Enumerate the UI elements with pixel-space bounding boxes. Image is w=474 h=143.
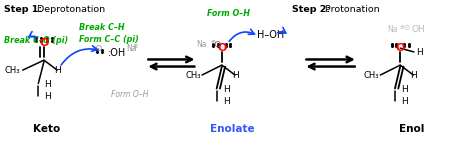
Text: ⊕: ⊕ <box>399 25 404 30</box>
Text: Protonation: Protonation <box>322 5 380 14</box>
Text: H: H <box>223 85 230 94</box>
Text: Break C–O (pi): Break C–O (pi) <box>4 36 68 45</box>
Text: H: H <box>44 93 51 102</box>
Text: OH: OH <box>411 24 425 33</box>
Text: ⊕: ⊕ <box>211 40 216 45</box>
Text: H: H <box>223 97 230 106</box>
Text: :OH: :OH <box>108 48 126 58</box>
Text: H: H <box>401 85 408 94</box>
Text: ⊕: ⊕ <box>133 44 138 49</box>
Text: Break C–H: Break C–H <box>79 23 125 32</box>
Text: CH₃: CH₃ <box>364 70 379 80</box>
Text: ⊙: ⊙ <box>94 44 102 53</box>
Text: Na: Na <box>196 40 207 49</box>
Text: H: H <box>232 70 238 80</box>
Text: Keto: Keto <box>33 124 60 134</box>
Text: Step 2:: Step 2: <box>292 5 330 14</box>
Text: H: H <box>54 66 61 75</box>
Text: Form C–C (pi): Form C–C (pi) <box>79 35 139 44</box>
Text: Form O–H: Form O–H <box>111 90 148 99</box>
Text: CH₃: CH₃ <box>185 70 201 80</box>
Text: ⊙: ⊙ <box>403 23 410 32</box>
Text: O: O <box>39 38 49 48</box>
Text: H: H <box>44 81 51 90</box>
Text: H: H <box>401 97 408 106</box>
Text: CH₃: CH₃ <box>5 66 20 75</box>
Text: O: O <box>217 43 227 53</box>
Text: O: O <box>395 43 405 53</box>
Text: Form O–H: Form O–H <box>207 9 250 18</box>
Text: ⊙: ⊙ <box>213 40 220 49</box>
Text: Na: Na <box>127 44 137 53</box>
Text: H: H <box>416 48 423 57</box>
Text: Deprotonation: Deprotonation <box>34 5 105 14</box>
Text: Step 1:: Step 1: <box>4 5 42 14</box>
Text: H: H <box>410 70 417 80</box>
Text: Na: Na <box>387 24 398 33</box>
Text: Enolate: Enolate <box>210 124 255 134</box>
Text: H–OH: H–OH <box>257 30 284 40</box>
Text: Enol: Enol <box>399 124 425 134</box>
